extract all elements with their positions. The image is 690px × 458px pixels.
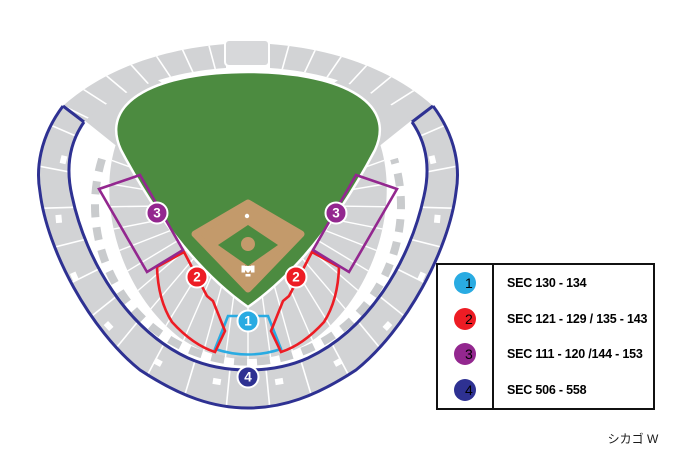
section-144-153-outline[interactable] [311, 173, 399, 274]
section-121-129-outline[interactable] [155, 250, 227, 354]
pitchers-mound [241, 237, 255, 251]
legend-badge-2: 2 [454, 307, 476, 330]
legend-label-2: SEC 121 - 129 / 135 - 143 [507, 311, 648, 326]
svg-text:2: 2 [292, 270, 300, 285]
marker-2-right[interactable]: 2 [284, 265, 308, 289]
svg-text:2: 2 [193, 270, 201, 285]
svg-text:1: 1 [244, 314, 252, 329]
legend-label-1: SEC 130 - 134 [507, 275, 587, 290]
home-plate-icon [241, 265, 255, 277]
svg-text:2: 2 [465, 311, 473, 327]
svg-text:3: 3 [153, 206, 161, 221]
venue-caption: シカゴ W [607, 432, 659, 446]
svg-text:4: 4 [465, 382, 473, 398]
svg-text:3: 3 [465, 346, 473, 362]
section-135-143-outline[interactable] [269, 250, 341, 354]
svg-text:3: 3 [332, 206, 340, 221]
legend-badge-3: 3 [454, 343, 476, 366]
marker-2-left[interactable]: 2 [185, 265, 209, 289]
legend-label-column: SEC 130 - 134 SEC 121 - 129 / 135 - 143 … [492, 265, 653, 408]
scoreboard [224, 39, 270, 67]
legend-label-4: SEC 506 - 558 [507, 383, 587, 398]
second-base [244, 213, 250, 219]
upper-deck-tunnels [55, 155, 441, 386]
marker-3-right[interactable]: 3 [324, 201, 348, 225]
legend-badge-1: 1 [454, 271, 476, 294]
legend: 1 2 3 4 SEC 130 - 134 SEC 121 - 129 / 13… [436, 263, 655, 410]
marker-4[interactable]: 4 [236, 365, 260, 389]
legend-badge-column: 1 2 3 4 [438, 265, 492, 408]
infield [191, 199, 305, 293]
marker-3-left[interactable]: 3 [145, 201, 169, 225]
legend-label-3: SEC 111 - 120 /144 - 153 [507, 347, 643, 362]
concourse-walkway [91, 157, 405, 366]
svg-text:4: 4 [244, 370, 252, 385]
marker-1[interactable]: 1 [236, 309, 260, 333]
section-111-120-outline[interactable] [97, 173, 185, 274]
svg-text:1: 1 [465, 275, 473, 291]
legend-badge-4: 4 [454, 379, 476, 402]
